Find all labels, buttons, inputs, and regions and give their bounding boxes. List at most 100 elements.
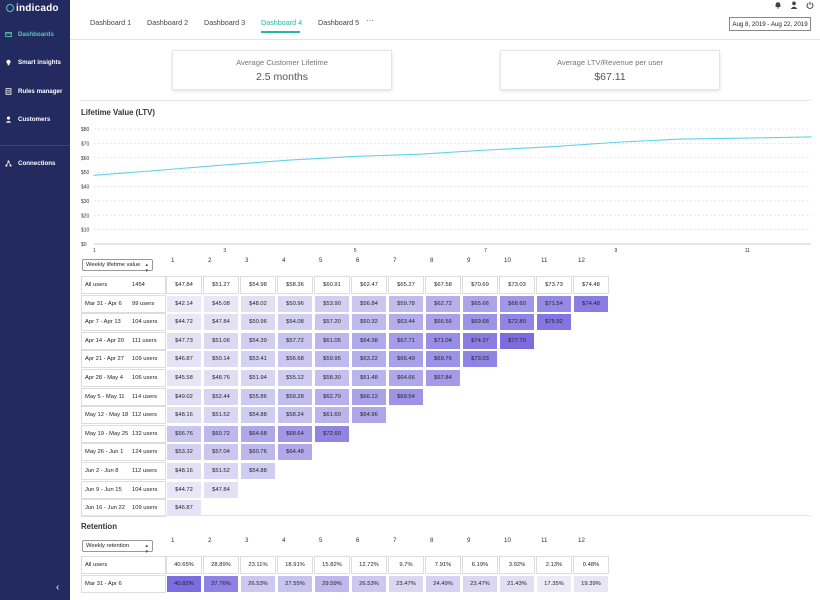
sidebar-item-smart-insights[interactable]: Smart insights — [0, 55, 70, 69]
cohort-cell: 28.89% — [203, 556, 239, 574]
cohort-cell: 6.19% — [462, 556, 498, 574]
y-tick-label: $80 — [81, 127, 90, 133]
sidebar-item-customers[interactable]: Customers — [0, 112, 70, 126]
cohort-name: Mar 31 - Apr 6 — [85, 580, 122, 587]
cohort-cell: 12.72% — [351, 556, 387, 574]
cohort-cell: 23.47% — [462, 574, 498, 593]
kpi-value: 2.5 months — [256, 71, 308, 83]
tab-dashboard-4[interactable]: Dashboard 4 — [261, 18, 303, 27]
cohort-cell: 24.49% — [425, 574, 461, 593]
bell-icon[interactable] — [774, 1, 782, 9]
cohort-cell: $66.49 — [388, 350, 424, 369]
cohort-cell: $55.86 — [240, 387, 276, 406]
cohort-row-label: Apr 21 - Apr 27 109 users — [81, 350, 166, 369]
cohort-cell: $52.44 — [203, 387, 239, 406]
cohort-cell: $53.32 — [166, 443, 202, 462]
cohort-row-label: Jun 2 - Jun 8 112 users — [81, 462, 166, 480]
cohort-cell: $46.87 — [166, 499, 202, 518]
cohort-cell: $77.70 — [499, 331, 535, 350]
cohort-user-count: 104 users — [132, 486, 158, 493]
cohort-cell: 9.7% — [388, 556, 424, 574]
ltv-data-point — [484, 149, 486, 151]
cohort-cell: $67.84 — [425, 369, 461, 387]
cohort-cell: $66.12 — [351, 387, 387, 406]
cohort-cell: $45.08 — [203, 294, 239, 313]
column-header: 1 — [171, 257, 175, 264]
cohort-cell: $62.47 — [351, 276, 387, 294]
column-header: 10 — [504, 257, 511, 264]
column-header: 11 — [541, 257, 548, 264]
cohort-cell: $60.76 — [240, 443, 276, 462]
ltv-series-line — [93, 136, 812, 176]
cohort-cell: 3.92% — [499, 556, 535, 574]
sidebar-item-label: Smart insights — [18, 58, 61, 66]
cohort-row-label: Jun 16 - Jun 22 109 users — [81, 499, 166, 518]
cohort-cell: $54.98 — [240, 276, 276, 294]
ltv-period-select[interactable]: Weekly lifetime value ▴ ▾ — [82, 259, 153, 274]
rules-icon — [5, 87, 12, 95]
cohort-cell: $48.76 — [203, 369, 239, 387]
column-header: 2 — [208, 257, 212, 264]
more-tabs-button[interactable]: ··· — [366, 16, 374, 25]
sidebar-item-connections[interactable]: Connections — [0, 156, 70, 170]
ltv-data-point — [158, 169, 160, 171]
chevron-left-icon[interactable]: ‹ — [56, 582, 60, 593]
cohort-cell: $59.78 — [388, 294, 424, 313]
cohort-row-label: May 5 - May 11 114 users — [81, 387, 166, 406]
cohort-cell: $51.27 — [203, 276, 239, 294]
cohort-cell: 19.39% — [573, 574, 609, 593]
tab-dashboard-3[interactable]: Dashboard 3 — [204, 18, 246, 27]
account-icon[interactable] — [790, 1, 798, 9]
tab-dashboard-1[interactable]: Dashboard 1 — [90, 18, 132, 27]
cohort-row-label: Apr 7 - Apr 13 104 users — [81, 313, 166, 332]
column-header: 7 — [393, 537, 397, 544]
cohort-cell: $66.56 — [425, 313, 461, 332]
dashboard-icon — [5, 31, 12, 37]
cohort-cell: $58.36 — [277, 276, 313, 294]
tab-dashboard-2[interactable]: Dashboard 2 — [147, 18, 189, 27]
cohort-cell: $60.72 — [203, 424, 239, 443]
y-tick-label: $20 — [81, 213, 90, 219]
cohort-cell: $59.95 — [314, 350, 350, 369]
sidebar-item-dashboards[interactable]: Dashboards — [0, 27, 70, 41]
cohort-cell: 27.55% — [277, 574, 313, 593]
cohort-cell: $54.88 — [240, 462, 276, 480]
cohort-cell: $56.76 — [166, 424, 202, 443]
cohort-user-count: 124 users — [132, 449, 158, 456]
y-tick-label: $40 — [81, 185, 90, 191]
cohort-cell: $44.72 — [166, 313, 202, 332]
power-icon[interactable] — [806, 1, 814, 9]
cohort-cell: $69.68 — [462, 313, 498, 332]
cohort-cell: $62.72 — [425, 294, 461, 313]
cohort-name: Apr 14 - Apr 20 — [85, 337, 124, 344]
cohort-row-label: All users 1454 — [81, 276, 166, 294]
column-header: 9 — [467, 257, 471, 264]
cohort-cell: 40.65% — [166, 556, 202, 574]
cohort-row-label: May 12 - May 18 112 users — [81, 406, 166, 425]
cohort-cell: $56.68 — [277, 350, 313, 369]
date-range-picker[interactable]: Aug 8, 2019 - Aug 22, 2019 — [729, 17, 811, 31]
cohort-user-count: 104 users — [132, 319, 158, 326]
header: Dashboard 1 Dashboard 2 Dashboard 3 Dash… — [70, 0, 820, 40]
sidebar-item-rules-manager[interactable]: Rules manager — [0, 84, 70, 98]
cohort-cell: $50.96 — [240, 313, 276, 332]
y-tick-label: $60 — [81, 156, 90, 162]
brand-logo[interactable]: indicado — [6, 2, 59, 14]
cohort-cell: $68.64 — [277, 424, 313, 443]
retention-period-select[interactable]: Weekly retention ▴ ▾ — [82, 540, 153, 555]
cohort-cell: $73.73 — [536, 276, 572, 294]
ltv-line-chart: $0 $10 $20 $30 $40 $50 $60 $70 $80 1 3 5 7 9 11 — [81, 127, 812, 252]
cohort-cell: $61.05 — [314, 331, 350, 350]
y-tick-label: $50 — [81, 170, 90, 176]
tab-dashboard-5[interactable]: Dashboard 5 — [318, 18, 360, 27]
cohort-row-label: Apr 28 - May 4 106 users — [81, 369, 166, 387]
cohort-cell: $64.66 — [388, 369, 424, 387]
cohort-cell: $51.52 — [203, 406, 239, 425]
cohort-cell: 21.43% — [499, 574, 535, 593]
cohort-cell: $64.68 — [240, 424, 276, 443]
cohort-cell: $51.52 — [203, 462, 239, 480]
cohort-cell: $47.73 — [166, 331, 202, 350]
cohort-user-count: 106 users — [132, 375, 158, 381]
cohort-name: Apr 28 - May 4 — [85, 375, 124, 381]
cohort-cell: $73.03 — [499, 276, 535, 294]
